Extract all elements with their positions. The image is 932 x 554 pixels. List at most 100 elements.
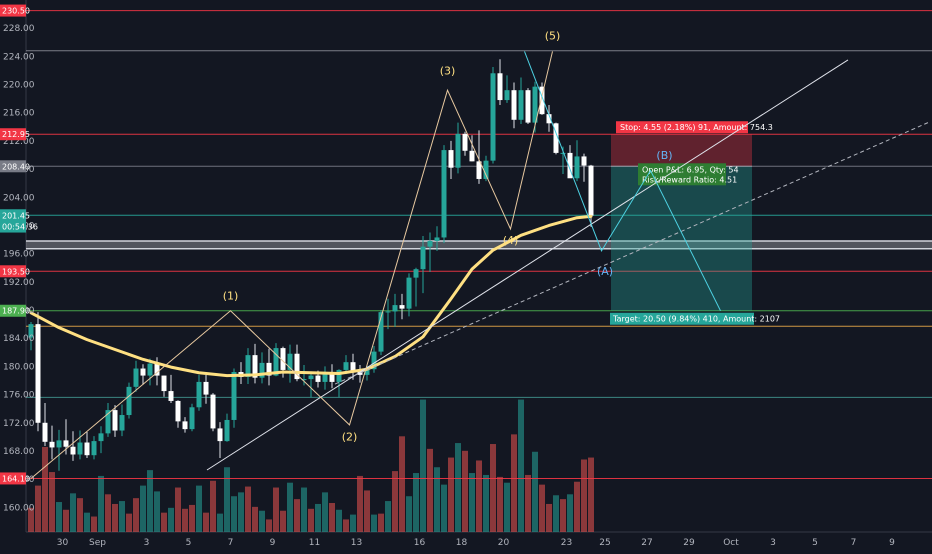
candle-body [371, 351, 377, 370]
volume-bar [406, 496, 412, 532]
volume-bar [63, 509, 69, 532]
candle-body [581, 156, 587, 166]
risk-reward-label: Risk/Reward Ratio: 4.51 [642, 175, 737, 184]
y-tick-label: 160.00 [3, 503, 35, 513]
volume-bar [315, 503, 321, 532]
volume-bar [238, 492, 244, 532]
volume-bar [203, 512, 209, 532]
candle-body [469, 150, 475, 162]
candle-body [546, 114, 552, 124]
candle-body [49, 441, 55, 448]
x-tick-label: 3 [770, 538, 776, 548]
volume-bar [322, 492, 328, 532]
y-tick-label: 172.00 [3, 419, 35, 429]
candle-body [77, 442, 83, 455]
y-tick-label: 224.00 [3, 52, 35, 62]
candle-body [301, 379, 307, 381]
candle-body [336, 369, 342, 382]
candle-body [483, 160, 489, 179]
price-tag-label: 212.95 [2, 130, 30, 139]
x-tick-label: 23 [561, 538, 572, 548]
volume-bar [42, 446, 48, 532]
volume-bar [273, 487, 279, 532]
candle-body [532, 86, 538, 123]
candle-body [560, 152, 566, 154]
price-tag [0, 128, 26, 141]
x-tick-label: 27 [641, 538, 652, 548]
candle-body [154, 363, 160, 376]
candle-body [399, 305, 405, 309]
candle-body [147, 363, 153, 376]
candle-body [441, 150, 447, 238]
volume-bar [252, 506, 258, 532]
volume-bar [287, 482, 293, 532]
x-tick-label: 5 [186, 538, 192, 548]
stop-zone [611, 134, 752, 167]
target-zone [611, 166, 752, 311]
volume-bar [119, 501, 125, 532]
stop-label: Stop: 4.55 (2.18%) 91, Amount: 754.3 [620, 123, 773, 132]
candle-body [539, 86, 545, 115]
volume-bar [294, 499, 300, 532]
y-tick-label: 168.00 [3, 447, 35, 457]
volume-bar [364, 490, 370, 532]
y-tick-label: 204.00 [3, 193, 35, 203]
volume-bar [28, 507, 34, 532]
candle-body [224, 419, 230, 442]
volume-bar [455, 443, 461, 532]
candle-body [462, 133, 468, 151]
wave-label: (A) [597, 265, 613, 278]
price-tag [0, 220, 26, 233]
x-tick-label: 16 [414, 538, 426, 548]
volume-bar [133, 498, 139, 532]
volume-bar [434, 467, 440, 532]
wave-label: (B) [656, 149, 672, 162]
candle-body [105, 410, 111, 434]
candle-body [161, 375, 167, 392]
wave-label: (5) [545, 29, 561, 42]
volume-bar [147, 470, 153, 532]
moving-average-line [29, 214, 593, 378]
candle-body [28, 324, 34, 338]
x-tick-label: 11 [309, 538, 320, 548]
volume-bar [532, 451, 538, 532]
volume-bar [245, 486, 251, 532]
volume-bar [70, 493, 76, 532]
volume-bar [266, 519, 272, 532]
candle-body [434, 237, 440, 241]
volume-bar [427, 448, 433, 532]
candle-body [567, 152, 573, 179]
y-tick-label: 212.00 [3, 137, 35, 147]
price-tag [0, 209, 26, 222]
candle-body [553, 123, 559, 153]
candle-body [588, 165, 594, 216]
volume-bar [224, 467, 230, 532]
y-tick-label: 196.00 [3, 250, 35, 260]
candle-body [119, 415, 125, 431]
candle-body [343, 362, 349, 370]
volume-bar [301, 487, 307, 532]
target-label-bg [610, 312, 754, 325]
y-tick-label: 228.00 [3, 24, 35, 34]
candle-body [140, 368, 146, 376]
wave-label: (3) [440, 65, 456, 78]
price-tag [0, 304, 26, 317]
candle-body [70, 446, 76, 455]
x-tick-label: 30 [57, 538, 69, 548]
x-tick-label: 20 [498, 538, 510, 548]
volume-bar [189, 504, 195, 532]
volume-bar [336, 509, 342, 532]
x-tick-label: 25 [599, 538, 610, 548]
volume-bar [98, 475, 104, 532]
volume-bar [217, 513, 223, 532]
volume-bar [210, 480, 216, 532]
candle-body [364, 369, 370, 375]
y-tick-label: 192.00 [3, 278, 35, 288]
volume-bar [525, 474, 531, 532]
x-tick-label: 29 [683, 538, 695, 548]
price-tag-label: 00:54:36 [2, 223, 38, 232]
x-tick-label: 7 [851, 538, 857, 548]
price-tag [0, 160, 26, 173]
